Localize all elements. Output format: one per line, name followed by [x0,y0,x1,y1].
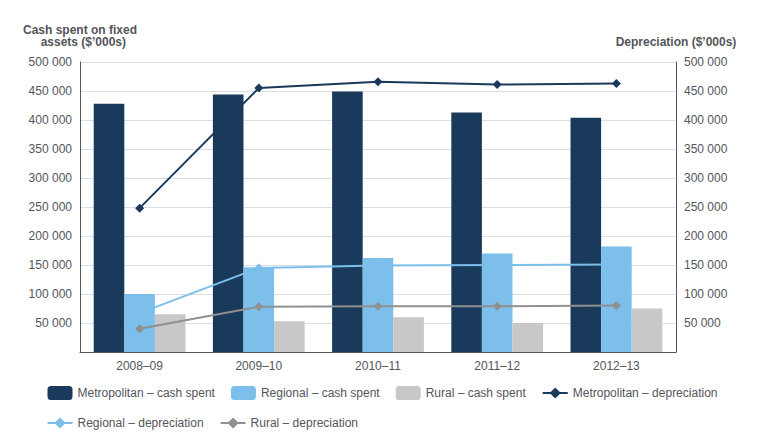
svg-text:Rural – cash spent: Rural – cash spent [426,386,527,400]
svg-text:100 000: 100 000 [684,287,728,301]
svg-text:Rural – depreciation: Rural – depreciation [251,416,358,430]
svg-text:2008–09: 2008–09 [116,359,163,373]
svg-text:250 000: 250 000 [684,200,728,214]
svg-text:400 000: 400 000 [684,113,728,127]
svg-text:350 000: 350 000 [29,142,73,156]
svg-text:Metropolitan – cash spent: Metropolitan – cash spent [78,386,216,400]
svg-text:450 000: 450 000 [29,84,73,98]
svg-text:150 000: 150 000 [29,258,73,272]
svg-text:2010–11: 2010–11 [355,359,401,373]
svg-text:200 000: 200 000 [29,229,73,243]
svg-text:2012–13: 2012–13 [593,359,640,373]
svg-text:Regional – depreciation: Regional – depreciation [78,416,204,430]
svg-text:250 000: 250 000 [29,200,73,214]
svg-text:100 000: 100 000 [29,287,73,301]
svg-text:300 000: 300 000 [29,171,73,185]
svg-text:2009–10: 2009–10 [235,359,282,373]
svg-text:450 000: 450 000 [684,84,728,98]
svg-text:Depreciation ($’000s): Depreciation ($’000s) [616,35,737,49]
svg-text:500 000: 500 000 [684,55,728,69]
svg-text:Regional – cash spent: Regional – cash spent [261,386,380,400]
svg-text:150 000: 150 000 [684,258,728,272]
svg-text:50 000: 50 000 [35,316,72,330]
svg-text:300 000: 300 000 [684,171,728,185]
svg-text:50 000: 50 000 [684,316,721,330]
svg-text:400 000: 400 000 [29,113,73,127]
svg-text:assets ($’000s): assets ($’000s) [34,35,126,49]
svg-text:350 000: 350 000 [684,142,728,156]
svg-text:500 000: 500 000 [29,55,73,69]
svg-text:Metropolitan – depreciation: Metropolitan – depreciation [573,386,718,400]
svg-text:2011–12: 2011–12 [474,359,520,373]
svg-text:200 000: 200 000 [684,229,728,243]
svg-text:Cash spent on fixed: Cash spent on fixed [23,23,137,37]
